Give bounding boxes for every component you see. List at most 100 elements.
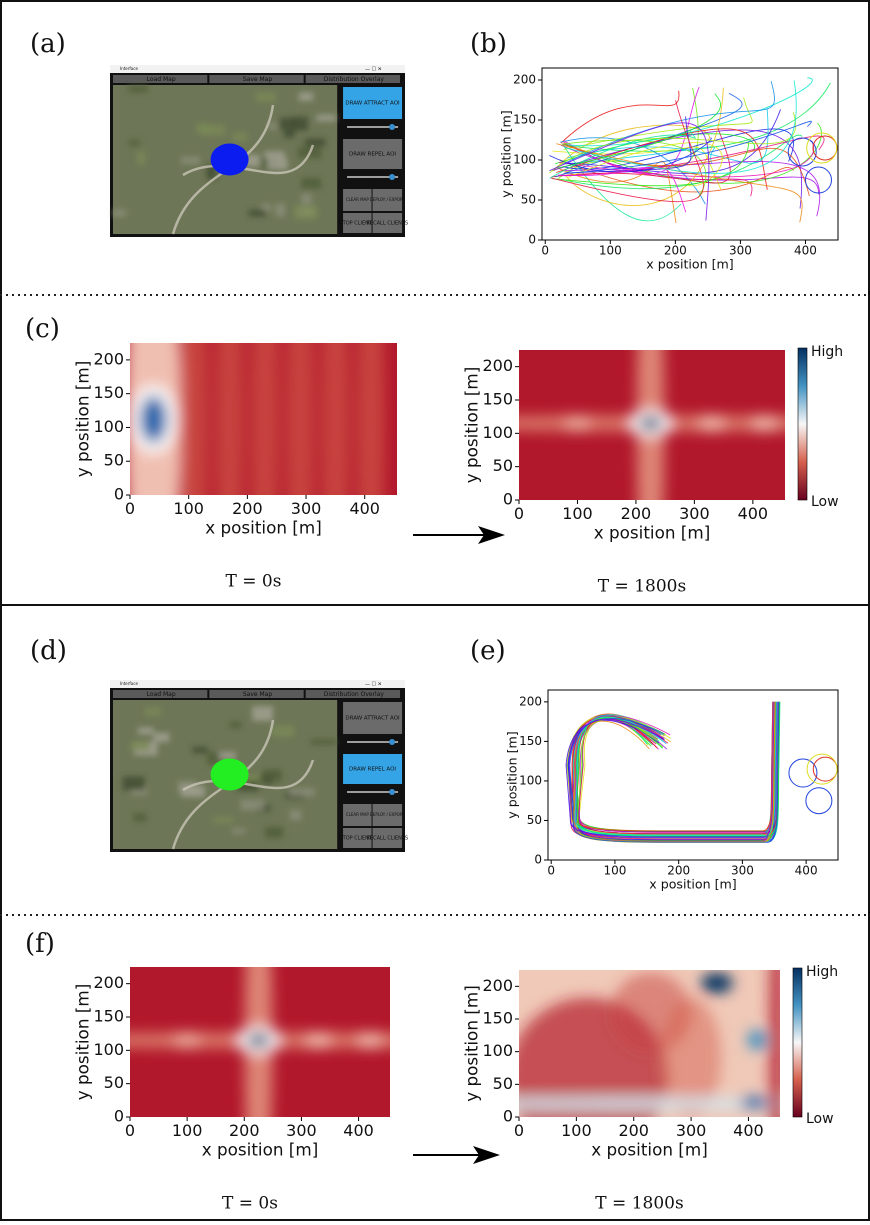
- button-label[interactable]: RECALL CLIENTS: [367, 221, 409, 227]
- button[interactable]: [343, 189, 372, 211]
- menu-button[interactable]: [209, 690, 304, 698]
- map-patch: [283, 129, 295, 138]
- map-patch: [268, 122, 277, 130]
- button[interactable]: [372, 189, 403, 211]
- heat-blob: [769, 970, 780, 1117]
- map-patch: [252, 706, 273, 721]
- heat-blob: [286, 343, 315, 495]
- plot-area: [542, 68, 838, 240]
- button-label[interactable]: DRAW ATTRACT AOI: [345, 716, 400, 722]
- button-label[interactable]: DEPLOY / EXPORT: [370, 812, 406, 817]
- trajectory: [557, 93, 722, 169]
- map-patch: [310, 739, 337, 745]
- x-tick-label: 400: [794, 243, 817, 257]
- menu-label[interactable]: Save Map: [243, 691, 272, 698]
- heat-blob: [519, 1097, 780, 1110]
- panel-label: (d): [30, 636, 67, 666]
- heat-blob: [250, 343, 279, 495]
- map-patch: [206, 165, 217, 180]
- button[interactable]: [343, 828, 372, 848]
- plot-content: [519, 350, 785, 500]
- y-tick-label: 50: [104, 1073, 124, 1092]
- button[interactable]: [343, 213, 372, 233]
- agent-circle: [804, 166, 832, 194]
- map-patch: [264, 826, 284, 838]
- button-label[interactable]: STOP CLIENTS: [339, 836, 375, 842]
- map-patch: [213, 817, 234, 824]
- x-tick-label: 200: [618, 1121, 649, 1140]
- slider-handle[interactable]: [389, 124, 396, 130]
- map-patch: [301, 194, 312, 205]
- button-label[interactable]: DRAW REPEL AOI: [349, 767, 396, 773]
- button-label[interactable]: STOP CLIENTS: [339, 221, 375, 227]
- y-tick-label: 150: [482, 1009, 513, 1028]
- map-patch: [128, 85, 148, 93]
- button[interactable]: [343, 754, 403, 784]
- menu-button[interactable]: [305, 75, 400, 83]
- time-label: T = 0s: [226, 572, 282, 592]
- map-patch: [181, 785, 205, 798]
- x-tick-label: 100: [172, 1121, 203, 1140]
- slider-handle[interactable]: [389, 174, 396, 180]
- trajectory: [564, 86, 700, 175]
- plot-area: [519, 970, 780, 1117]
- slider-handle[interactable]: [389, 789, 396, 795]
- menu-label[interactable]: Distribution Overlay: [324, 76, 385, 83]
- map-patch: [180, 156, 200, 165]
- menu-label[interactable]: Load Map: [147, 76, 176, 83]
- menu-label[interactable]: Save Map: [243, 76, 272, 83]
- button[interactable]: [372, 828, 403, 848]
- trajectory: [560, 137, 706, 205]
- trajectory: [556, 143, 803, 223]
- heatmap-field: [519, 970, 780, 1117]
- axes-frame: [541, 67, 839, 241]
- y-axis-label: y position [m]: [499, 110, 514, 197]
- menu-label[interactable]: Load Map: [147, 691, 176, 698]
- window-title: Interface: [120, 681, 138, 686]
- button-label[interactable]: DEPLOY / EXPORT: [370, 197, 406, 202]
- button-label[interactable]: CLEAR MAP: [346, 812, 370, 817]
- menu-button[interactable]: [113, 75, 208, 83]
- y-axis-label: y position [m]: [462, 985, 482, 1102]
- time-label: T = 1800s: [598, 577, 686, 597]
- x-axis-label: x position [m]: [649, 877, 736, 892]
- y-tick-label: 200: [519, 694, 542, 708]
- title-bar: [110, 680, 405, 688]
- map-patch: [263, 769, 283, 782]
- menu-label[interactable]: Distribution Overlay: [324, 691, 385, 698]
- button-label[interactable]: DRAW REPEL AOI: [349, 152, 396, 158]
- axes-frame: [547, 689, 839, 861]
- menu-button[interactable]: [305, 690, 400, 698]
- button[interactable]: [343, 804, 372, 826]
- map-patch: [128, 139, 140, 146]
- plot-area: [130, 343, 397, 495]
- x-tick-label: 200: [229, 1121, 260, 1140]
- aoi: [210, 143, 249, 176]
- map-patch: [113, 209, 127, 217]
- map-patch: [137, 151, 146, 166]
- heat-blob: [356, 1032, 384, 1049]
- map-patch: [298, 92, 314, 101]
- arrow: [413, 526, 505, 1164]
- button-label[interactable]: CLEAR MAP: [346, 197, 370, 202]
- slider-handle[interactable]: [389, 739, 396, 745]
- agent-circle: [806, 132, 838, 164]
- x-tick-label: 400: [349, 499, 380, 518]
- button-label[interactable]: DRAW ATTRACT AOI: [345, 101, 400, 107]
- plot-content: [548, 690, 838, 860]
- map-patch: [261, 203, 271, 212]
- menu-button[interactable]: [209, 75, 304, 83]
- button[interactable]: [343, 702, 403, 734]
- button-label[interactable]: RECALL CLIENTS: [367, 836, 409, 842]
- button[interactable]: [343, 139, 403, 169]
- heat-blob: [750, 415, 779, 432]
- trajectory: [548, 112, 796, 174]
- button[interactable]: [372, 213, 403, 233]
- map-patch: [137, 727, 154, 735]
- button[interactable]: [372, 804, 403, 826]
- menu-button[interactable]: [113, 690, 208, 698]
- colorbar: [792, 967, 803, 1118]
- panel-label: (a): [30, 29, 66, 59]
- button[interactable]: [343, 87, 403, 119]
